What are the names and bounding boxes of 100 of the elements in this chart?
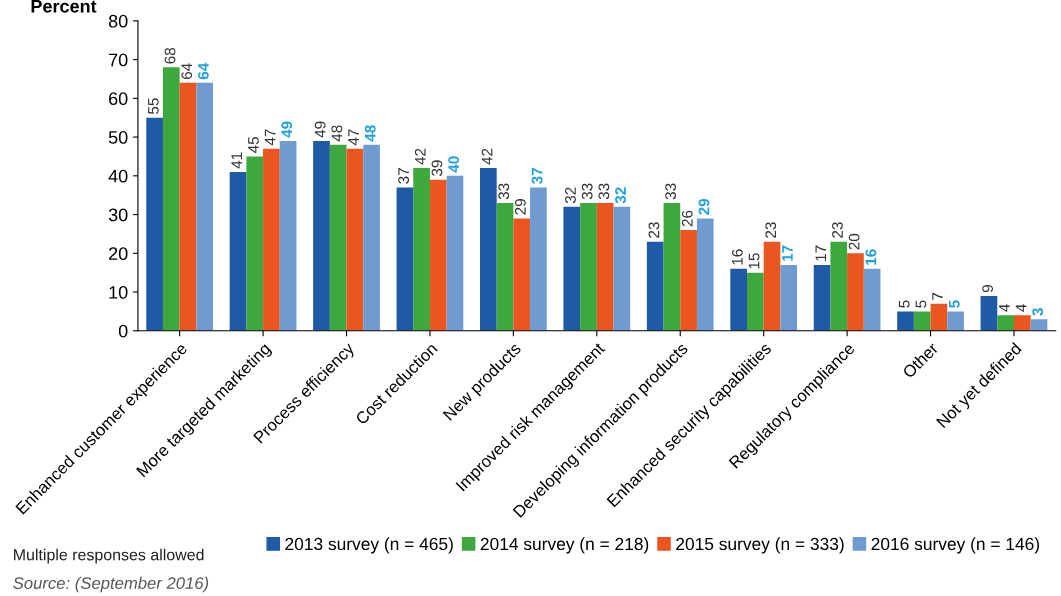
data-label: 55 (148, 98, 159, 114)
bar (596, 202, 614, 331)
source-note: Source: (September 2016) (13, 576, 209, 593)
data-label: 16 (731, 249, 743, 265)
bar (696, 218, 714, 331)
data-label: 15 (748, 253, 760, 269)
data-label: 17 (815, 245, 827, 261)
text: Multiple responses allowed (14, 548, 204, 564)
bar (480, 168, 497, 331)
bar (246, 156, 264, 331)
bar (179, 82, 197, 331)
data-label: 33 (498, 183, 510, 200)
bar (897, 311, 914, 331)
data-label: 40 (448, 156, 460, 173)
bar (663, 202, 681, 331)
data-label: 37 (531, 168, 543, 184)
data-label: 33 (581, 183, 593, 200)
bar (746, 272, 764, 331)
legend-label: 2015 survey (n = 333) (676, 537, 844, 554)
data-label: 49 (281, 121, 293, 138)
bar (279, 140, 297, 331)
data-label: 32 (565, 187, 576, 204)
data-label: 23 (832, 222, 843, 238)
y-tick-label: 10 (109, 285, 128, 299)
data-label: 39 (431, 160, 443, 177)
data-label: 47 (264, 129, 276, 146)
bar (446, 175, 464, 331)
data-label: 4 (999, 304, 1010, 312)
data-label: 29 (698, 198, 710, 215)
data-label: 33 (598, 183, 610, 200)
bar (496, 202, 514, 331)
bar (580, 202, 597, 331)
data-label: 47 (348, 129, 359, 146)
data-label: 23 (648, 222, 660, 238)
data-label: 29 (515, 199, 526, 215)
bar (196, 82, 214, 331)
bar (162, 67, 180, 331)
bar (947, 311, 964, 331)
bar (997, 315, 1014, 331)
bar (830, 241, 848, 331)
bar (363, 144, 380, 331)
bar (563, 206, 581, 331)
y-tick-label: 0 (118, 324, 128, 338)
y-axis-title: Percent (31, 0, 97, 13)
y-tick-label: 30 (108, 208, 128, 222)
data-label: 64 (197, 62, 209, 80)
y-tick-label: 80 (108, 14, 128, 28)
data-label: 48 (331, 125, 343, 142)
data-label: 17 (782, 245, 793, 261)
bar (980, 295, 998, 331)
data-label: 49 (314, 121, 326, 138)
bar (913, 311, 931, 331)
data-label: 42 (481, 148, 493, 165)
bar (413, 168, 430, 331)
bar (146, 117, 163, 331)
data-label: 20 (848, 233, 860, 250)
bar (513, 218, 531, 331)
bar (930, 303, 948, 331)
bar (329, 144, 347, 331)
data-label: 42 (414, 148, 426, 165)
bar (680, 230, 697, 331)
bar (763, 241, 781, 331)
data-label: 45 (248, 137, 259, 153)
bar (780, 264, 798, 331)
bar (346, 148, 364, 331)
bar (429, 179, 447, 331)
data-label: 9 (982, 285, 994, 293)
bar (646, 241, 664, 331)
data-label: 16 (865, 249, 877, 265)
bar (530, 187, 547, 331)
data-label: 64 (181, 63, 193, 79)
data-label: 7 (932, 292, 943, 300)
data-label: 5 (898, 300, 910, 308)
bar (313, 140, 330, 331)
y-tick-label: 50 (108, 131, 128, 144)
bar (1030, 319, 1048, 331)
bar (813, 264, 831, 331)
legend-label: 2016 survey (n = 146) (871, 537, 1039, 554)
bar (229, 171, 247, 331)
bar (847, 253, 864, 331)
data-label: 41 (231, 152, 242, 169)
data-label: 23 (765, 222, 777, 238)
y-tick-label: 20 (109, 247, 128, 261)
bar (613, 206, 631, 331)
y-tick-label: 40 (108, 169, 128, 183)
bar (1013, 315, 1031, 331)
bar (730, 268, 747, 331)
data-label: 32 (615, 187, 626, 204)
legend-label: 2014 survey (n = 218) (480, 537, 649, 554)
data-label: 33 (665, 183, 676, 200)
data-label: 68 (164, 47, 176, 64)
data-label: 26 (681, 210, 693, 227)
bar (263, 148, 280, 331)
y-tick-label: 70 (109, 53, 128, 67)
data-label: 5 (949, 300, 960, 308)
data-label: 3 (1032, 308, 1044, 316)
y-tick-label: 60 (109, 92, 128, 106)
data-label: 48 (364, 125, 376, 142)
bar (396, 187, 414, 331)
bar (863, 268, 881, 331)
